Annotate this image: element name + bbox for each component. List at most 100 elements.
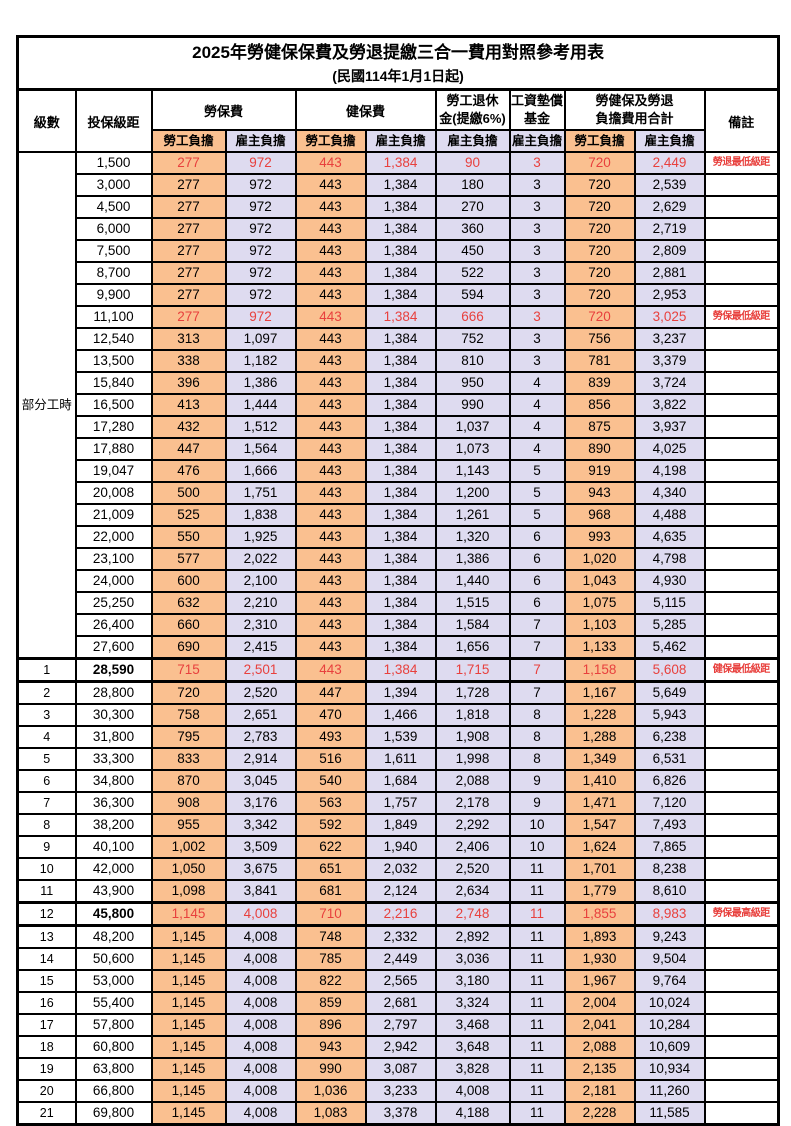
pension-header-line2: 金(提繳6%)	[439, 111, 506, 126]
labor-employee-cell: 447	[150, 437, 227, 461]
wage-fund-employer-cell: 8	[508, 725, 566, 749]
title-row: 2025年勞健保保費及勞退提繳三合一費用對照參考用表 (民國114年1月1日起)	[16, 35, 780, 91]
bracket-cell: 15,840	[74, 371, 153, 395]
health-employer-cell: 1,384	[364, 239, 437, 263]
table-row: 17,280 432 1,512 443 1,384 1,037 4 875 3,937	[18, 415, 780, 439]
labor-employer-cell: 4,008	[224, 947, 297, 971]
bracket-cell: 55,400	[74, 991, 153, 1015]
total-employer-cell: 5,115	[633, 591, 706, 615]
bracket-cell: 24,000	[74, 569, 153, 593]
pension-employer-cell: 180	[434, 173, 511, 197]
bracket-cell: 25,250	[74, 591, 153, 615]
total-employer-cell: 5,943	[633, 703, 706, 727]
total-employer-cell: 11,585	[633, 1101, 706, 1126]
wage-fund-employer-cell: 5	[508, 459, 566, 483]
premium-reference-sheet: 2025年勞健保保費及勞退提繳三合一費用對照參考用表 (民國114年1月1日起)…	[16, 35, 781, 1126]
pension-employer-cell: 4,188	[434, 1101, 511, 1126]
total-employee-cell: 1,349	[563, 747, 636, 771]
note-cell	[703, 725, 780, 749]
labor-employee-cell: 758	[150, 703, 227, 727]
health-employer-cell: 2,332	[364, 924, 437, 949]
health-employee-cell: 785	[294, 947, 367, 971]
wage-fund-employer-cell: 11	[508, 879, 566, 904]
total-employee-cell: 720	[563, 239, 636, 263]
total-employee-cell: 720	[563, 195, 636, 219]
total-employer-cell: 2,881	[633, 261, 706, 285]
pension-employer-cell: 666	[434, 305, 511, 329]
wage-fund-employer-cell: 5	[508, 481, 566, 505]
health-employer-cell: 1,384	[364, 371, 437, 395]
total-employer-cell: 9,504	[633, 947, 706, 971]
health-employer-cell: 1,384	[364, 173, 437, 197]
labor-employee-cell: 660	[150, 613, 227, 637]
wage-fund-employer-cell: 7	[508, 657, 566, 683]
bracket-cell: 45,800	[74, 901, 153, 927]
wage-fund-employer-cell: 7	[508, 635, 566, 660]
labor-employer-cell: 1,925	[224, 525, 297, 549]
health-employee-cell: 470	[294, 703, 367, 727]
table-row: 2 28,800 720 2,520 447 1,394 1,728 7 1,167 5,649	[16, 680, 780, 705]
pension-employer-cell: 450	[434, 239, 511, 263]
total-employee-cell: 993	[563, 525, 636, 549]
wage-fund-employer-cell: 11	[508, 1057, 566, 1081]
health-employee-cell: 443	[294, 173, 367, 197]
labor-employee-cell: 313	[150, 327, 227, 351]
total-employee-cell: 1,547	[563, 813, 636, 837]
bracket-cell: 60,800	[74, 1035, 153, 1059]
health-employee-cell: 447	[294, 680, 367, 705]
health-employee-cell: 443	[294, 305, 367, 329]
table-row: 7,500 277 972 443 1,384 450 3 720 2,809	[18, 239, 780, 263]
total-employer-cell: 7,120	[633, 791, 706, 815]
wage-fund-employer-cell: 11	[508, 969, 566, 993]
note-cell	[703, 481, 780, 505]
bracket-cell: 22,000	[74, 525, 153, 549]
labor-employer-cell: 2,651	[224, 703, 297, 727]
pension-employer-cell: 1,908	[434, 725, 511, 749]
health-employee-cell: 443	[294, 415, 367, 439]
total-employer-cell: 2,719	[633, 217, 706, 241]
pension-employer-cell: 2,178	[434, 791, 511, 815]
pension-employer-cell: 360	[434, 217, 511, 241]
total-employer-cell: 2,449	[633, 151, 706, 175]
bracket-cell: 28,590	[74, 657, 153, 683]
health-employer-cell: 1,394	[364, 680, 437, 705]
header-row-groups: 級數 投保級距 勞保費 健保費 勞工退休 金(提繳6%) 工資墊償 基金 勞健保…	[16, 88, 780, 153]
note-cell	[703, 613, 780, 637]
bracket-cell: 7,500	[74, 239, 153, 263]
total-employee-cell: 720	[563, 173, 636, 197]
health-employer-cell: 1,384	[364, 547, 437, 571]
total-employee-cell: 1,855	[563, 901, 636, 927]
health-employer-cell: 2,565	[364, 969, 437, 993]
health-employer-cell: 1,384	[364, 151, 437, 175]
total-employer-cell: 3,237	[633, 327, 706, 351]
note-cell	[703, 969, 780, 993]
labor-employer-cell: 3,841	[224, 879, 297, 904]
subheader-labor-employee: 勞工負擔	[150, 129, 227, 153]
bracket-cell: 17,880	[74, 437, 153, 461]
total-header-line1: 勞健保及勞退	[595, 93, 674, 108]
total-employer-cell: 2,629	[633, 195, 706, 219]
labor-employee-cell: 955	[150, 813, 227, 837]
labor-employee-cell: 833	[150, 747, 227, 771]
labor-employee-cell: 1,145	[150, 1035, 227, 1059]
table-row: 16 55,400 1,145 4,008 859 2,681 3,324 11 2,004 10…	[16, 991, 780, 1015]
note-cell	[703, 813, 780, 837]
health-employee-cell: 443	[294, 239, 367, 263]
table-row: 10 42,000 1,050 3,675 651 2,032 2,520 11 1,701 8,…	[16, 857, 780, 881]
labor-employee-cell: 550	[150, 525, 227, 549]
total-employer-cell: 5,608	[633, 657, 706, 683]
level-cell: 部分工時	[16, 151, 77, 660]
total-employer-cell: 11,260	[633, 1079, 706, 1103]
health-employee-cell: 443	[294, 569, 367, 593]
bracket-cell: 36,300	[74, 791, 153, 815]
wage-fund-employer-cell: 3	[508, 283, 566, 307]
pension-employer-cell: 522	[434, 261, 511, 285]
table-row: 26,400 660 2,310 443 1,384 1,584 7 1,103 5,285	[18, 613, 780, 637]
level-cell: 14	[16, 947, 77, 971]
wage-fund-employer-cell: 9	[508, 791, 566, 815]
total-employer-cell: 6,531	[633, 747, 706, 771]
bracket-cell: 27,600	[74, 635, 153, 660]
health-employee-cell: 990	[294, 1057, 367, 1081]
pension-employer-cell: 1,515	[434, 591, 511, 615]
bracket-cell: 40,100	[74, 835, 153, 859]
